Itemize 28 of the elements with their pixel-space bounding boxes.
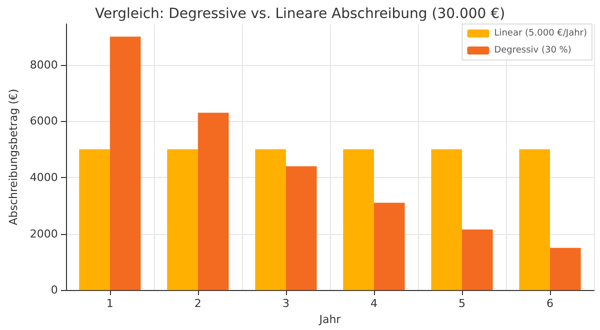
bar: [286, 166, 317, 290]
y-axis-title: Abschreibungsbetrag (€): [7, 88, 20, 226]
x-tick-label: 3: [282, 297, 290, 310]
chart-title: Vergleich: Degressive vs. Lineare Abschreibung (30.000 €): [94, 6, 506, 22]
bar: [198, 112, 229, 290]
bar: [431, 149, 462, 290]
bar: [79, 149, 110, 290]
bar: [374, 202, 405, 290]
legend-label: Degressiv (30 %): [494, 46, 572, 56]
y-tick-label: 6000: [30, 114, 58, 128]
x-tick-label: 5: [458, 297, 466, 310]
y-tick-label: 2000: [30, 227, 58, 240]
legend-label: Linear (5.000 €/Jahr): [494, 28, 587, 38]
bar: [519, 149, 550, 290]
y-tick-label: 0: [50, 284, 58, 297]
y-tick-label: 4000: [30, 170, 58, 184]
bar: [343, 149, 374, 290]
x-tick-label: 2: [194, 297, 202, 310]
bar: [255, 149, 286, 290]
x-tick-label: 4: [370, 297, 378, 310]
bar: [167, 149, 198, 290]
x-tick-label: 6: [546, 297, 554, 310]
y-tick-label: 8000: [30, 58, 58, 72]
bar: [550, 248, 581, 290]
x-tick-label: 1: [106, 297, 114, 310]
x-axis-title: Jahr: [318, 313, 342, 326]
bar: [110, 36, 141, 290]
bar: [462, 230, 493, 290]
